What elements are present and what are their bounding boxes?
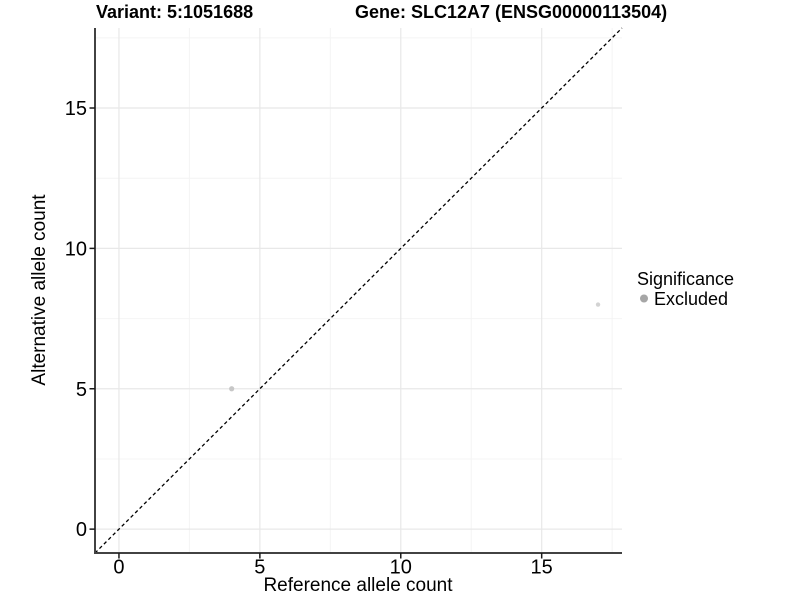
major-gridlines [95,28,622,553]
identity-line [94,27,623,554]
data-point [229,386,235,392]
y-tick-label: 10 [65,238,87,260]
y-tick-label: 5 [76,379,87,401]
legend: Significance Excluded [637,269,734,309]
x-tick-label: 0 [113,557,124,579]
legend-title: Significance [637,269,734,289]
y-tick-label: 0 [76,519,87,541]
variant-title: Variant: 5:1051688 [96,2,253,22]
y-tick-labels: 0 5 10 15 [65,98,87,541]
legend-key-dot [640,294,648,303]
data-point [595,302,601,307]
x-tick-labels: 0 5 10 15 [113,557,552,579]
x-ticks [118,553,543,559]
y-tick-label: 15 [65,98,87,120]
legend-item-label: Excluded [654,289,728,309]
identity-line-group [94,27,623,554]
minor-gridlines [95,28,622,553]
y-axis-title: Alternative allele count [29,194,50,386]
x-tick-label: 5 [254,557,265,579]
gene-title: Gene: SLC12A7 (ENSG00000113504) [355,2,667,22]
data-points [229,302,601,392]
x-tick-label: 15 [531,557,553,579]
x-tick-label: 10 [390,557,412,579]
x-axis-title: Reference allele count [263,575,453,596]
y-ticks [89,107,95,530]
